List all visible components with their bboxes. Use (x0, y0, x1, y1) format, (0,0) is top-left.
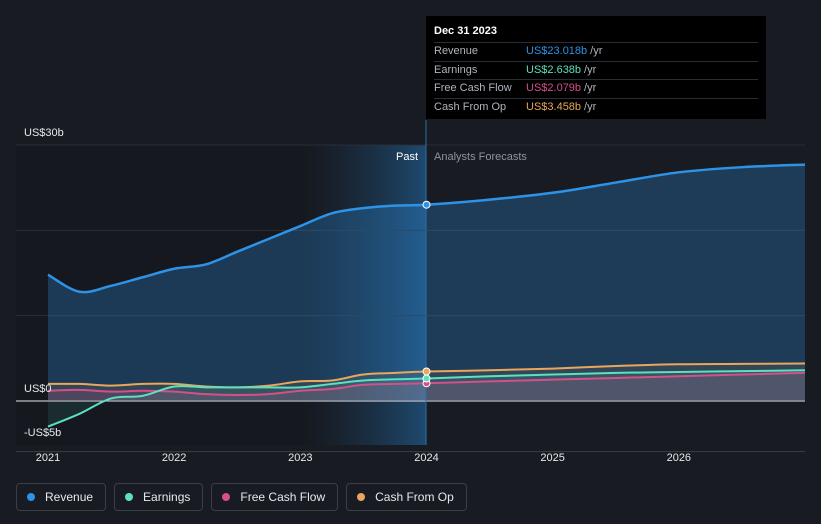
legend-item-cash-from-op[interactable]: Cash From Op (346, 483, 467, 511)
earnings-line (47, 369, 806, 428)
tooltip-label: Cash From Op (434, 100, 507, 113)
y-label-zero: US$0 (24, 383, 52, 395)
tooltip-unit: /yr (584, 63, 597, 76)
x-tick-label: 2024 (414, 452, 438, 464)
cash-from-op-marker (422, 367, 431, 376)
tooltip-unit: /yr (584, 82, 597, 94)
x-tick-label: 2023 (288, 452, 312, 464)
legend-label: Cash From Op (375, 490, 454, 504)
legend-dot-icon (222, 493, 231, 501)
cash-from-op-line (47, 362, 806, 389)
x-tick-label: 2026 (667, 452, 691, 464)
past-label: Past (396, 151, 418, 163)
y-label-top: US$30b (24, 127, 64, 139)
grid (16, 144, 805, 453)
tooltip-value: US$3.458b (526, 100, 582, 113)
tooltip-date: Dec 31 2023 (434, 25, 497, 37)
tooltip-value: US$2.638b (526, 63, 582, 76)
x-tick-label: 2021 (36, 452, 60, 464)
x-tick-label: 2025 (540, 452, 564, 464)
y-label-bottom: -US$5b (24, 427, 61, 439)
legend-dot-icon (125, 493, 134, 501)
legend-item-free-cash-flow[interactable]: Free Cash Flow (211, 483, 339, 511)
tooltip-label: Free Cash Flow (434, 82, 512, 94)
forecast-label: Analysts Forecasts (434, 151, 527, 163)
legend-dot-icon (27, 493, 35, 501)
legend-dot-icon (357, 493, 366, 501)
legend-label: Revenue (45, 490, 94, 504)
series-lines (47, 163, 806, 428)
tooltip-unit: /yr (584, 100, 597, 113)
tooltip-value: US$2.079b (526, 82, 582, 94)
tooltip: Dec 31 2023 Revenue US$23.018b /yr Earni… (426, 16, 766, 119)
tooltip-row-revenue: Revenue US$23.018b /yr (434, 42, 758, 61)
tooltip-label: Revenue (434, 45, 479, 57)
tooltip-row-free-cash-flow: Free Cash Flow US$2.079b /yr (434, 79, 758, 98)
legend-label: Free Cash Flow (240, 490, 326, 504)
tooltip-value: US$23.018b (526, 45, 588, 57)
tooltip-unit: /yr (590, 45, 603, 57)
x-axis-ticks: 2021 2022 2023 2024 2025 2026 (36, 452, 691, 464)
markers (422, 200, 431, 388)
legend-item-revenue[interactable]: Revenue (16, 483, 107, 511)
revenue-line (47, 163, 806, 294)
earnings-marker (422, 374, 431, 383)
free-cash-flow-line (47, 371, 806, 397)
x-tick-label: 2022 (162, 452, 186, 464)
legend-item-earnings[interactable]: Earnings (114, 483, 204, 511)
tooltip-row-cash-from-op: Cash From Op US$3.458b /yr (434, 97, 758, 117)
past-highlight (300, 145, 426, 445)
tooltip-label: Earnings (434, 63, 478, 76)
tooltip-row-earnings: Earnings US$2.638b /yr (434, 60, 758, 80)
revenue-marker (422, 200, 431, 209)
legend-label: Earnings (143, 490, 191, 504)
legend: Revenue Earnings Free Cash Flow Cash Fro… (16, 483, 467, 511)
